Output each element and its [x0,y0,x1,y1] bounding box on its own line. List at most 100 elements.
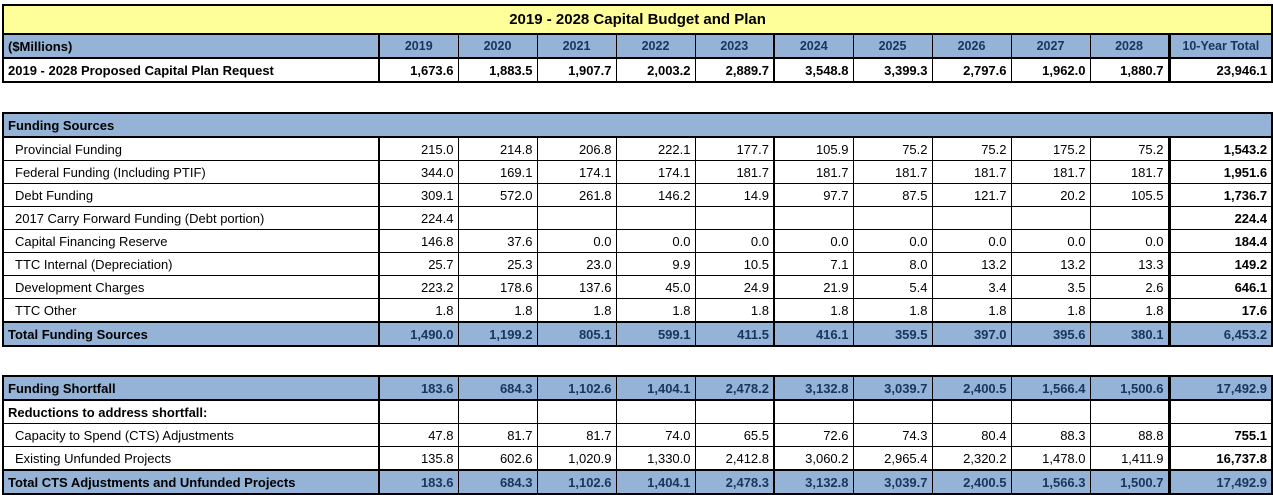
cell: 1,404.1 [615,375,696,401]
funding-sources-table: Funding Sources Provincial Funding 215.0… [2,112,1273,347]
cell [1089,399,1170,424]
cell: 1.8 [931,298,1012,323]
row-label: Existing Unfunded Projects [2,446,380,471]
cell: 1.8 [378,298,459,323]
cell: 3,132.8 [773,375,854,401]
cell: 87.5 [852,183,933,207]
shortfall-table: Funding Shortfall 183.6 684.3 1,102.6 1,… [2,375,1273,495]
table-row-ttc-internal: TTC Internal (Depreciation) 25.7 25.3 23… [2,252,1273,276]
cell: 10.5 [694,252,775,276]
cell: 1,404.1 [615,469,696,495]
cell: 81.7 [536,423,617,447]
cell: 181.7 [931,160,1012,184]
cell: 0.0 [1089,229,1170,253]
cell [615,206,696,230]
cell: 3,132.8 [773,469,854,495]
cell: 359.5 [852,321,933,347]
section-header: Funding Sources [2,112,1273,138]
cell: 1,411.9 [1089,446,1170,471]
cell: 206.8 [536,136,617,161]
cell: 395.6 [1010,321,1091,347]
cell: 25.7 [378,252,459,276]
cell [536,399,617,424]
cell: 380.1 [1089,321,1170,347]
cell: 1,199.2 [457,321,538,347]
cell: 0.0 [615,229,696,253]
cell: 0.0 [536,229,617,253]
cell: 183.6 [378,375,459,401]
cell: 47.8 [378,423,459,447]
cell: 0.0 [773,229,854,253]
cell: 222.1 [615,136,696,161]
row-label: Total CTS Adjustments and Unfunded Proje… [2,469,380,495]
cell: 37.6 [457,229,538,253]
cell: 684.3 [457,375,538,401]
cell: 135.8 [378,446,459,471]
row-total-cell: 17.6 [1167,298,1273,323]
cell: 175.2 [1010,136,1091,161]
cell: 13.2 [1010,252,1091,276]
cell [457,206,538,230]
cell: 25.3 [457,252,538,276]
row-total-cell: 224.4 [1167,206,1273,230]
cell: 1,883.5 [457,57,538,83]
cell: 88.3 [1010,423,1091,447]
page-title: 2019 - 2028 Capital Budget and Plan [2,4,1273,35]
cell: 2,003.2 [615,57,696,83]
cell: 1,500.6 [1089,375,1170,401]
cell: 169.1 [457,160,538,184]
cell: 146.2 [615,183,696,207]
cell: 3,548.8 [773,57,854,83]
table-row-development-charges: Development Charges 223.2 178.6 137.6 45… [2,275,1273,299]
row-label: TTC Other [2,298,380,323]
cell: 121.7 [931,183,1012,207]
cell: 45.0 [615,275,696,299]
row-total-cell: 17,492.9 [1167,375,1273,401]
year-header: 2025 [852,33,933,59]
cell: 2,478.2 [694,375,775,401]
cell: 3,060.2 [773,446,854,471]
total-cts-row: Total CTS Adjustments and Unfunded Proje… [2,469,1273,495]
table-row-debt-funding: Debt Funding 309.1 572.0 261.8 146.2 14.… [2,183,1273,207]
cell: 23.0 [536,252,617,276]
row-label: Capital Financing Reserve [2,229,380,253]
cell: 1.8 [457,298,538,323]
cell: 14.9 [694,183,775,207]
cell: 1,880.7 [1089,57,1170,83]
year-header: 2027 [1010,33,1091,59]
cell: 1.8 [1089,298,1170,323]
cell: 1.8 [536,298,617,323]
cell: 2,320.2 [931,446,1012,471]
cell: 602.6 [457,446,538,471]
cell: 105.5 [1089,183,1170,207]
cell: 3.5 [1010,275,1091,299]
row-label: 2019 - 2028 Proposed Capital Plan Reques… [2,57,380,83]
row-total-cell: 23,946.1 [1167,57,1273,83]
cell: 2,400.5 [931,469,1012,495]
cell: 1,330.0 [615,446,696,471]
row-total-cell: 16,737.8 [1167,446,1273,471]
cell: 174.1 [536,160,617,184]
year-header: 2022 [615,33,696,59]
total-funding-sources-row: Total Funding Sources 1,490.0 1,199.2 80… [2,321,1273,347]
cell: 1,907.7 [536,57,617,83]
cell [773,206,854,230]
cell: 24.9 [694,275,775,299]
cell: 181.7 [1089,160,1170,184]
row-total-cell: 6,453.2 [1167,321,1273,347]
cell: 2,889.7 [694,57,775,83]
cell: 599.1 [615,321,696,347]
title-row: 2019 - 2028 Capital Budget and Plan [2,4,1273,35]
cell: 214.8 [457,136,538,161]
cell [378,399,459,424]
cell: 75.2 [852,136,933,161]
row-total-cell: 149.2 [1167,252,1273,276]
row-total-cell: 755.1 [1167,423,1273,447]
cell: 80.4 [931,423,1012,447]
cell: 416.1 [773,321,854,347]
cell [931,206,1012,230]
row-total-cell: 1,951.6 [1167,160,1273,184]
plan-request-row: 2019 - 2028 Proposed Capital Plan Reques… [2,57,1273,83]
cell: 9.9 [615,252,696,276]
